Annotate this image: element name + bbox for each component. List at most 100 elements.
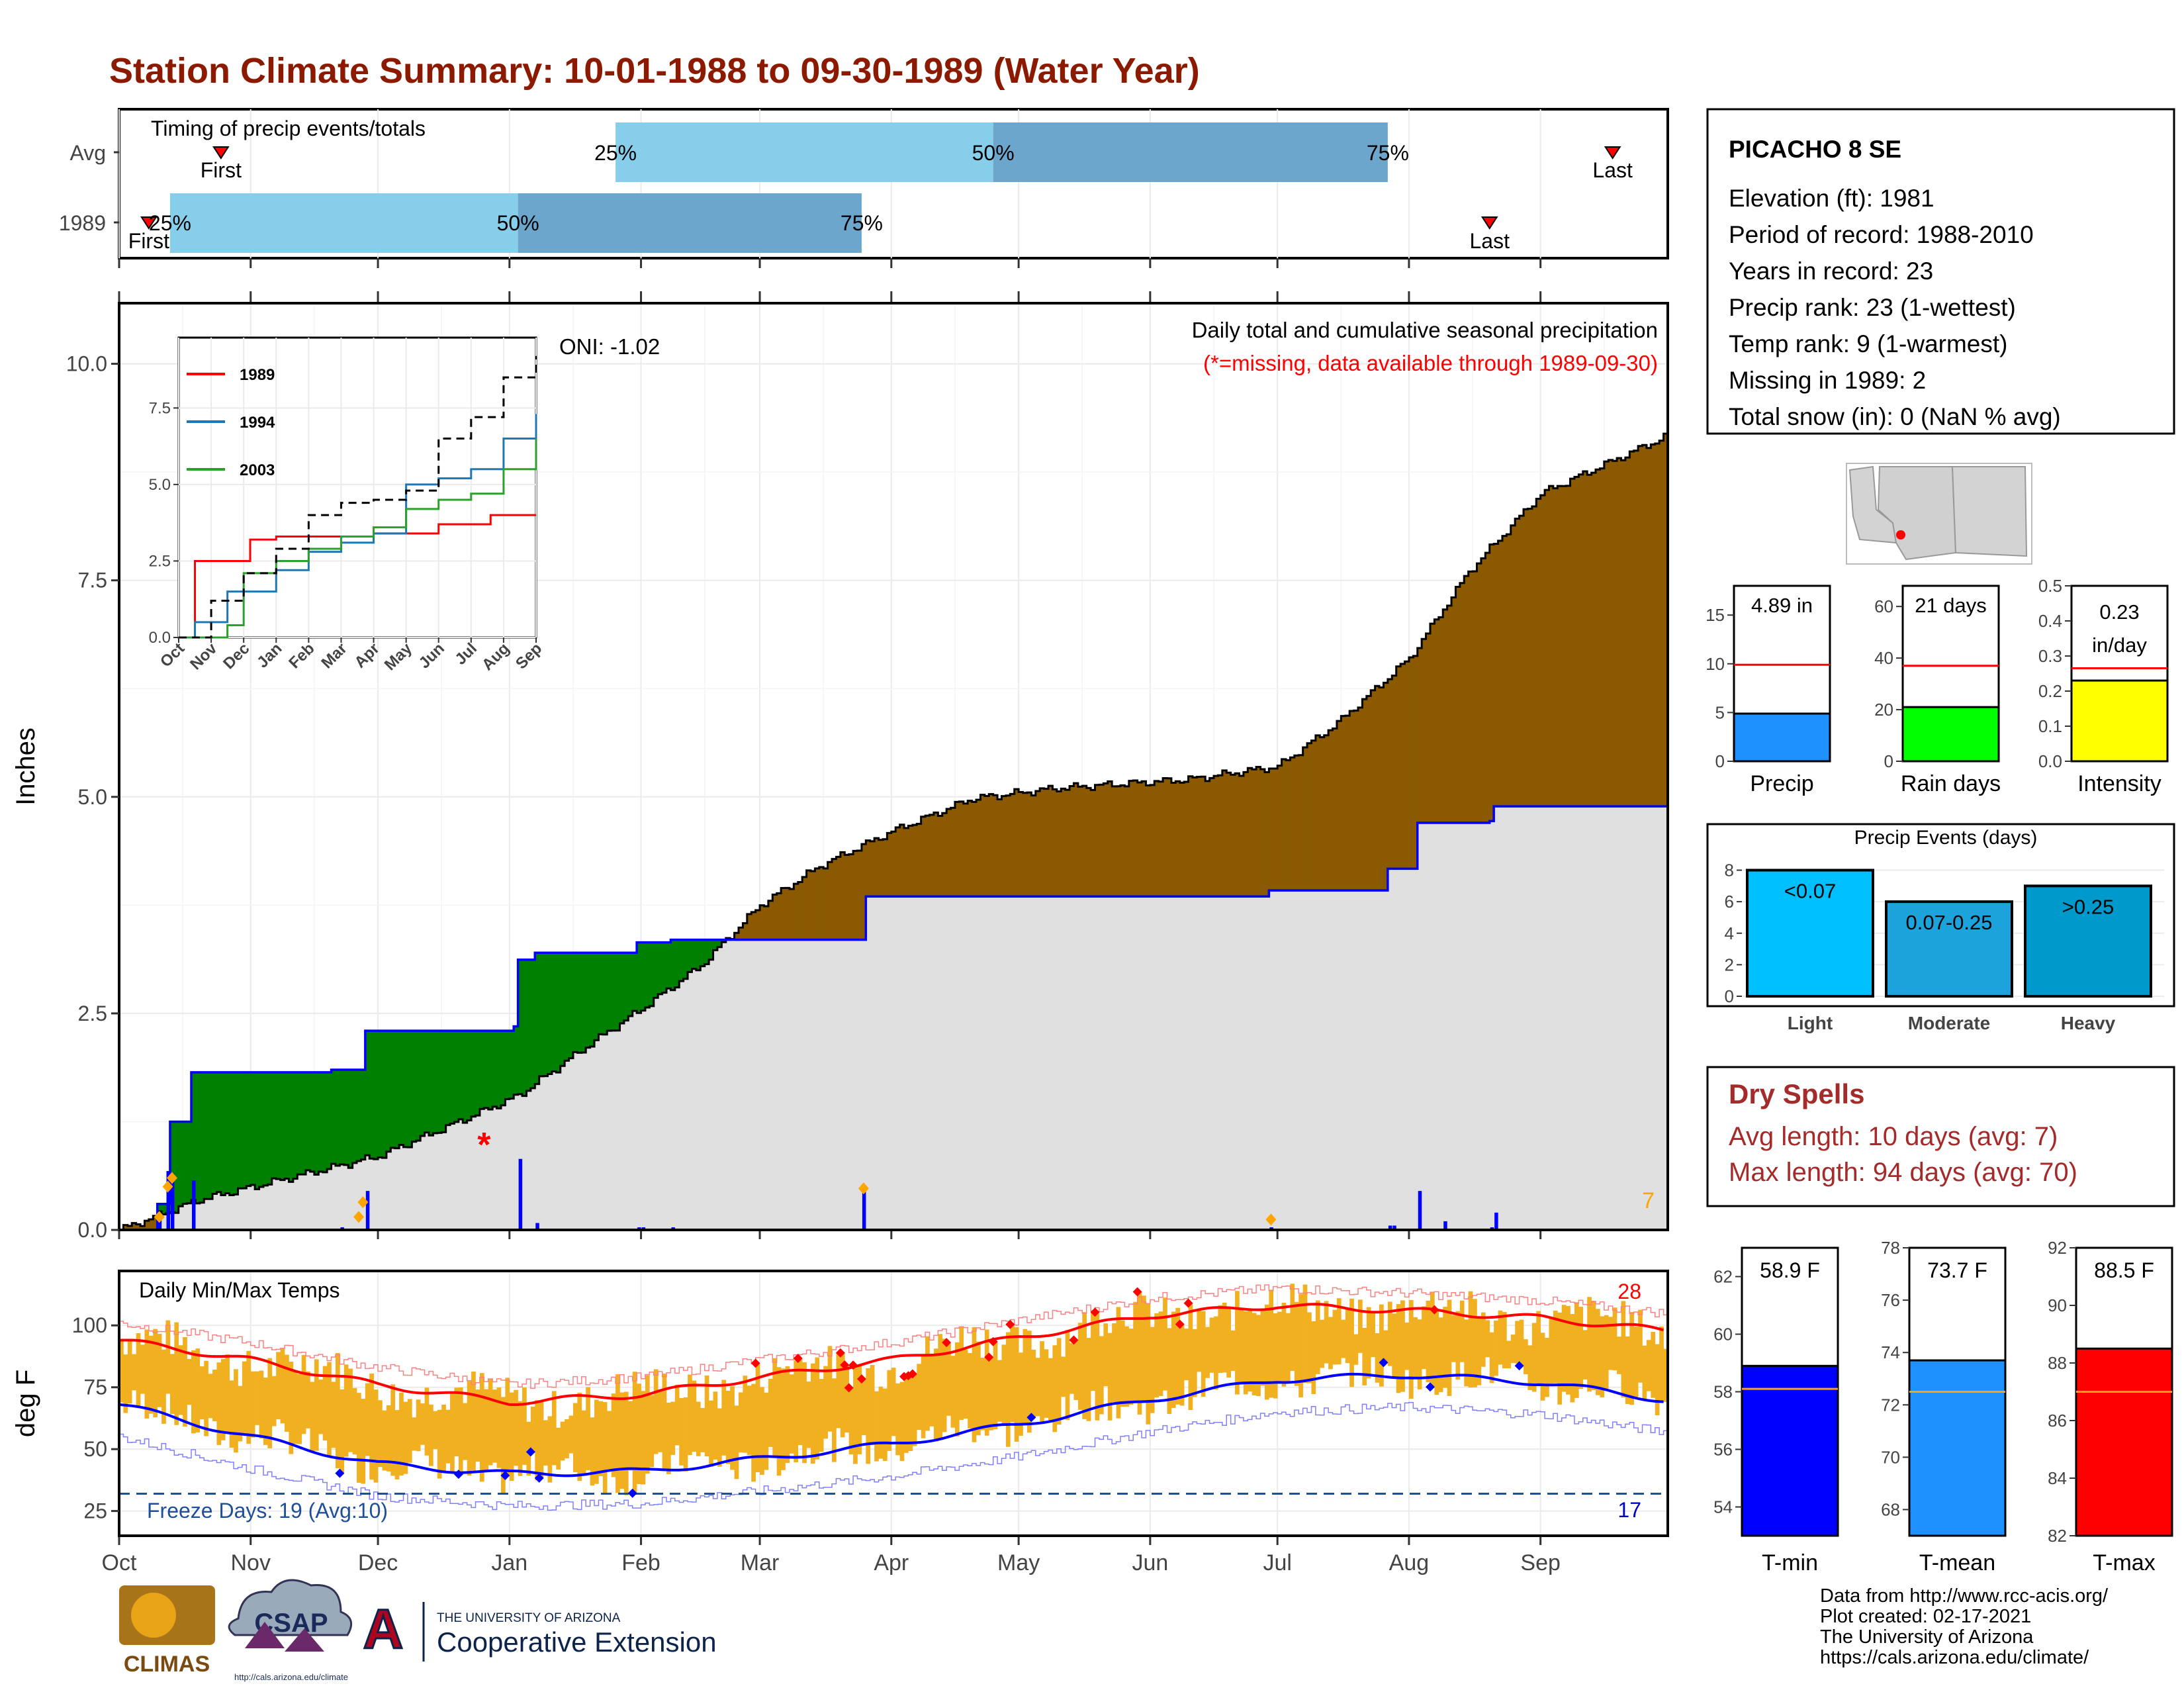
daily-precip-bar [166,1171,171,1230]
deficit-area-segment [1005,795,1011,897]
surplus-area-segment [454,1031,459,1122]
daily-temp-range [1642,1345,1647,1400]
daily-temp-range [1040,1341,1044,1422]
deficit-area-segment [1651,444,1656,807]
deficit-area-segment [1383,682,1388,891]
deficit-area-segment [1574,477,1579,807]
daily-temp-range [764,1392,769,1470]
deficit-area-segment [815,868,820,940]
surplus-area-segment [259,1072,264,1188]
surplus-area-segment [187,1121,192,1203]
surplus-area-segment [386,1031,391,1152]
daily-precip-bar [1418,1191,1422,1230]
daily-temp-range [1205,1327,1210,1378]
daily-temp-range [136,1333,141,1407]
deficit-area-segment [929,814,934,897]
surplus-area-segment [700,939,705,966]
surplus-area-segment [619,953,625,1023]
climas-logo: CLIMAS [119,1585,215,1677]
daily-temp-range [208,1374,213,1419]
surplus-area-segment [556,953,561,1073]
daily-temp-range [212,1370,217,1421]
daily-temp-range [806,1382,811,1448]
daily-temp-range [1107,1333,1113,1421]
station-box [1706,108,2175,435]
deficit-area-segment [1430,624,1435,823]
inset-legend-label: 1994 [240,414,275,432]
deficit-area-segment [1600,468,1605,807]
heavy-precip-marker [154,1211,165,1223]
daily-temp-range [674,1384,680,1446]
deficit-area-segment [1290,757,1295,891]
deficit-area-segment [942,813,947,897]
month-label: Dec [358,1550,398,1575]
daily-temp-range [950,1356,956,1428]
events-title: Precip Events (days) [1854,827,2038,849]
daily-temp-range [255,1371,259,1425]
surplus-area-segment [429,1031,434,1136]
events-ytick-label: 0 [1725,986,1734,1006]
daily-temp-range [590,1417,595,1486]
daily-temp-range [289,1361,294,1454]
month-label: Feb [621,1550,660,1575]
daily-temp-range [747,1385,752,1455]
daily-temp-range [450,1392,455,1474]
deficit-area-segment [755,910,760,940]
surplus-area-segment [169,1121,175,1213]
daily-temp-range [1578,1307,1584,1389]
timing-avg-q1-bar [615,122,993,182]
surplus-area-segment [352,1069,357,1163]
surplus-area-segment [369,1031,375,1159]
deficit-area-segment [1387,679,1392,869]
daily-temp-range [1570,1314,1575,1403]
deficit-area-segment [921,816,926,897]
daily-temp-range [1362,1328,1367,1385]
temp-panel: 25 50 75 100 deg F Daily Min/Max Temps Free… [11,1270,1669,1575]
daily-temp-range [390,1384,396,1476]
daily-temp-range [1566,1305,1570,1395]
surplus-area-segment [246,1072,251,1186]
deficit-area-segment [882,839,887,897]
year-p25-label: 25% [149,211,191,235]
daily-temp-range [1387,1301,1392,1366]
surplus-area-segment [242,1072,247,1189]
surplus-area-segment [322,1072,328,1172]
surplus-area-segment [343,1069,349,1165]
deficit-area-segment [1188,776,1193,897]
deficit-area-segment [1477,563,1482,823]
deficit-area-segment [1659,440,1664,807]
temp-ytick-label: 25 [83,1499,107,1523]
month-label: Apr [874,1550,909,1575]
year-last-label: Last [1469,229,1510,253]
daily-temp-range [1591,1301,1596,1390]
month-label: Jan [491,1550,527,1575]
temp-bar-ytick-label: 60 [1713,1325,1733,1344]
deficit-area-segment [1065,790,1070,897]
deficit-area-segment [1375,686,1380,891]
deficit-area-segment [1175,781,1181,897]
deficit-area-segment [1302,747,1308,891]
timing-panel: Timing of precip events/totals Avg 1989 … [59,108,1669,303]
daily-temp-range [1345,1307,1350,1364]
surplus-area-segment [514,1026,519,1095]
hot-day-marker [856,1374,866,1384]
year-last-marker [1480,216,1498,230]
daily-temp-range [1005,1332,1011,1447]
deficit-area-segment [739,927,744,940]
daily-temp-range [683,1397,688,1472]
deficit-area-segment [1642,445,1647,807]
daily-temp-range [615,1374,620,1493]
temp-bar-t-min [1741,1364,1839,1537]
daily-temp-range [1625,1336,1630,1404]
hot-day-marker [1175,1319,1185,1329]
inset-ytick-label: 2.5 [149,552,171,570]
deficit-area-segment [1040,788,1045,897]
deficit-area-segment [1112,786,1117,897]
deficit-area-segment [776,893,782,940]
hot-day-marker [942,1338,952,1348]
deficit-area-segment [963,803,968,897]
daily-temp-range [653,1369,659,1454]
daily-temp-range [195,1348,201,1432]
surplus-area-segment [590,953,595,1047]
summary-bar-rain-days [1901,706,2000,763]
